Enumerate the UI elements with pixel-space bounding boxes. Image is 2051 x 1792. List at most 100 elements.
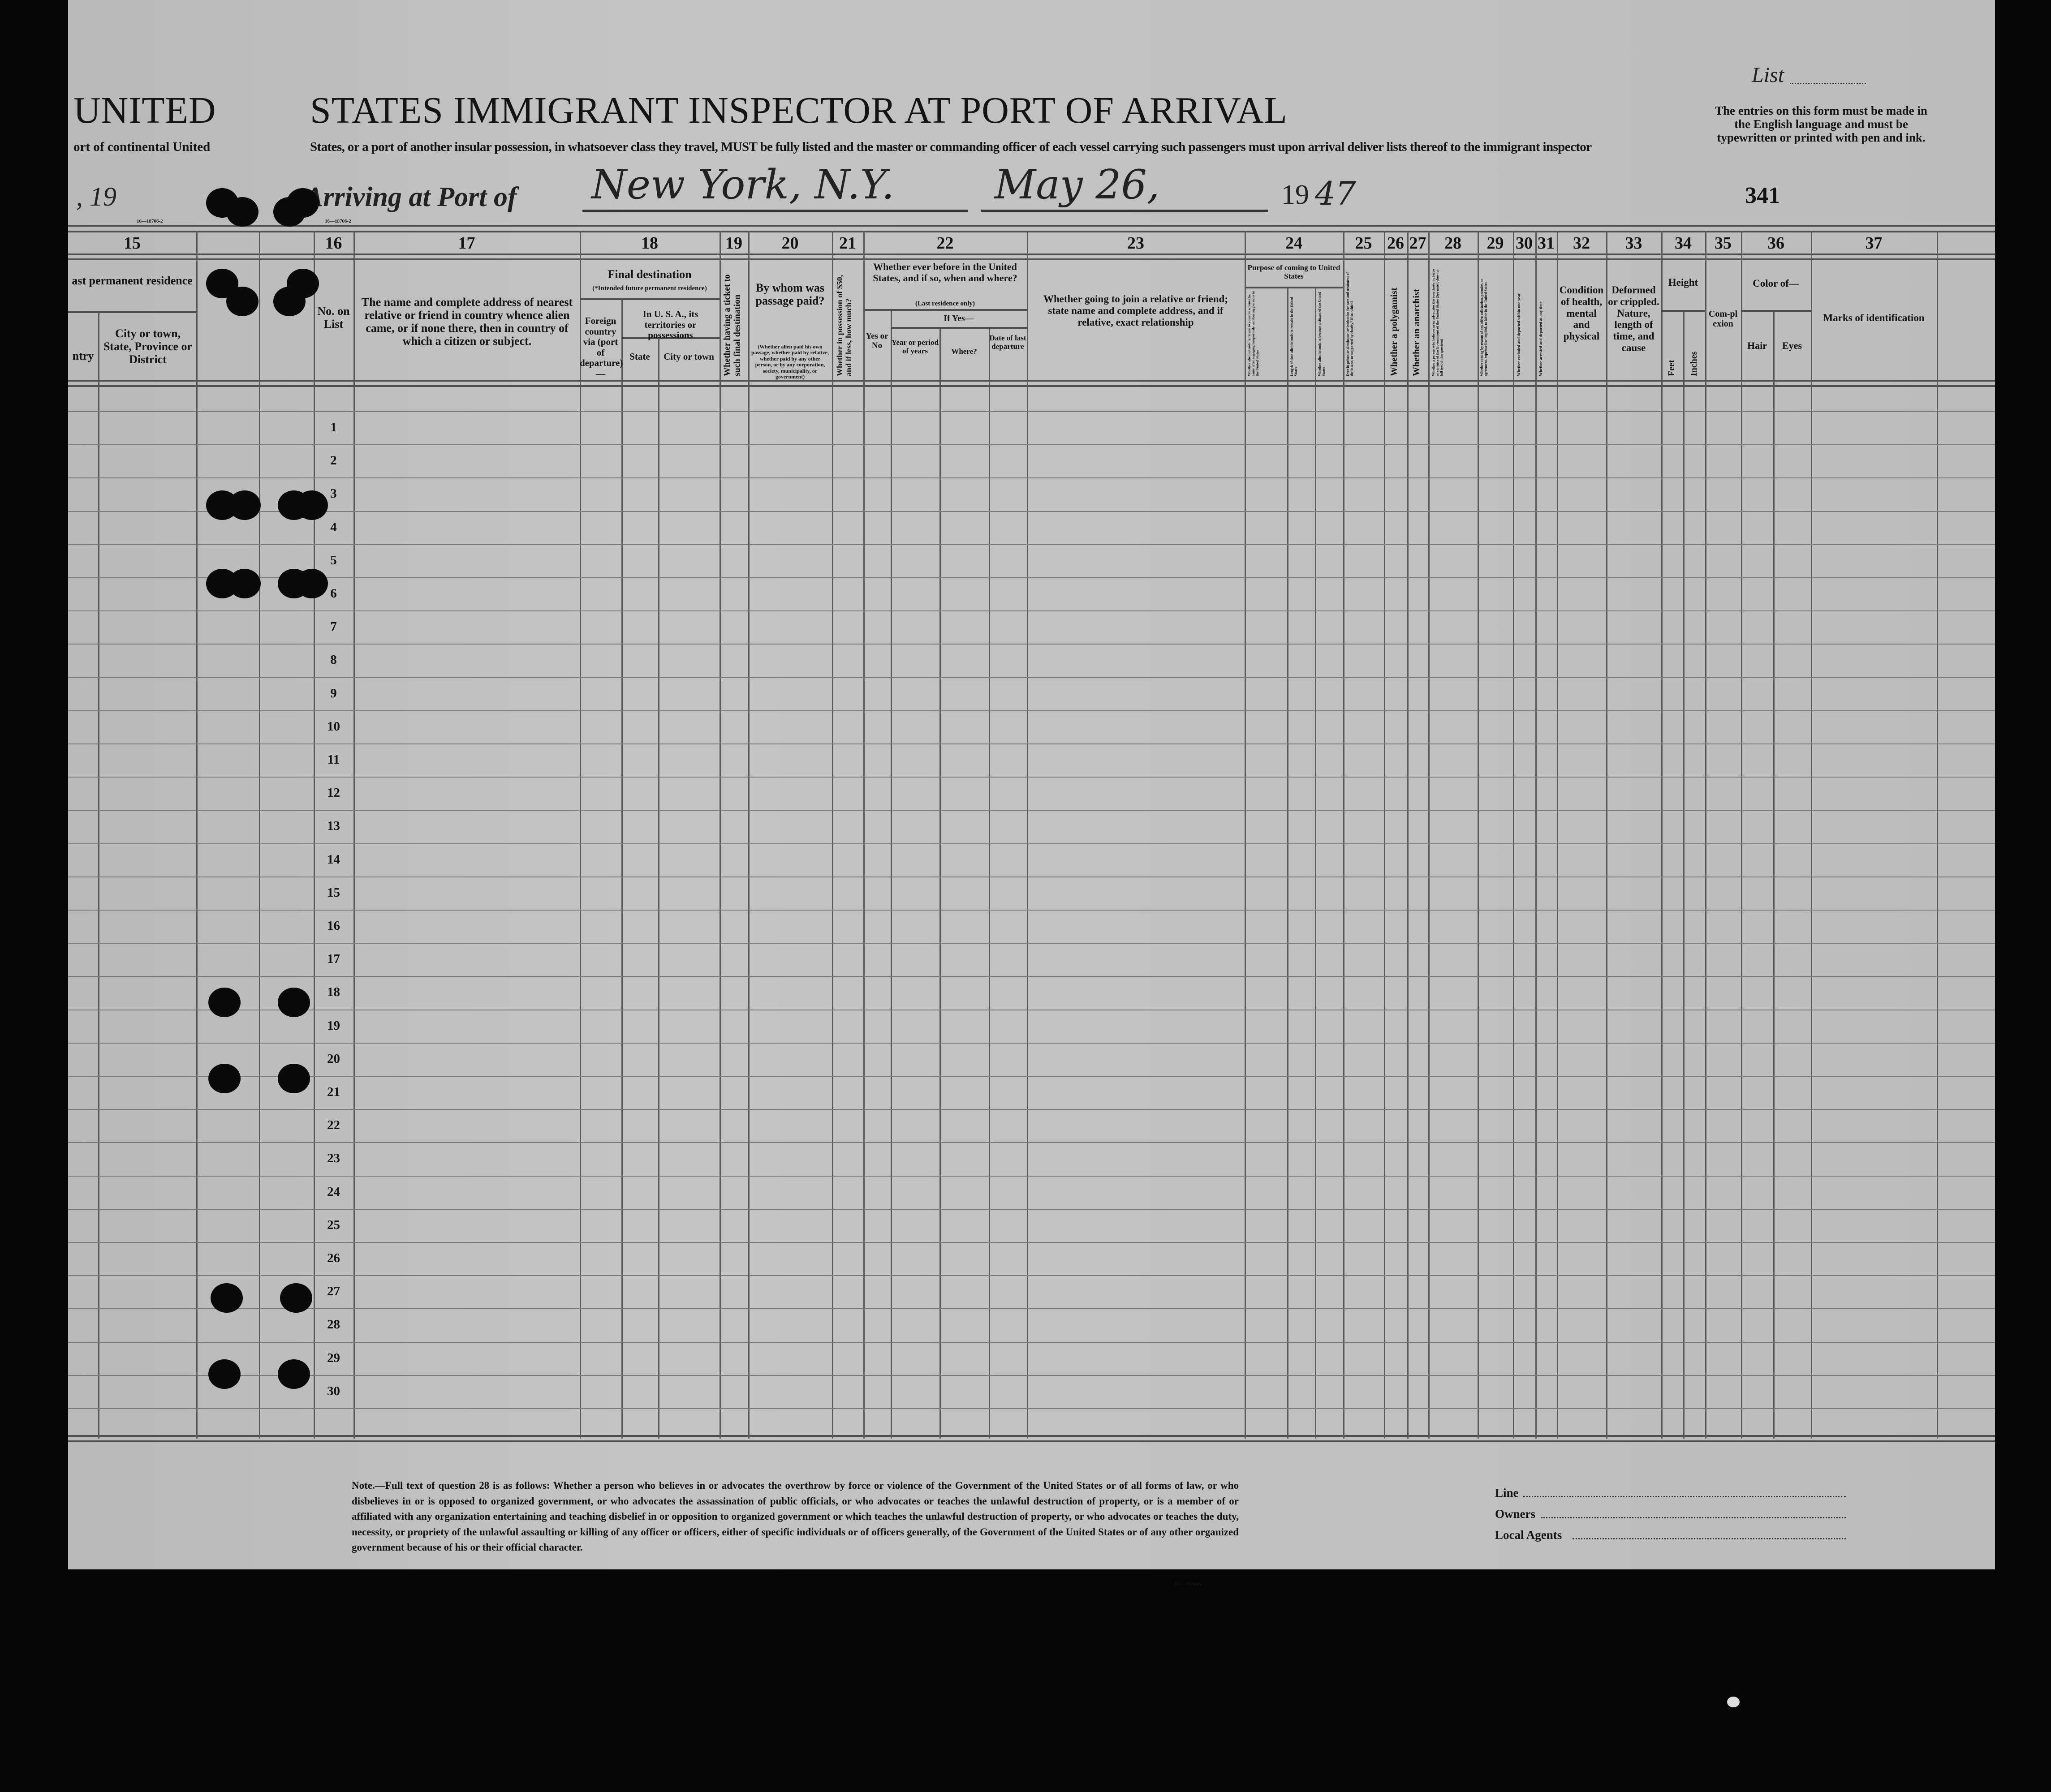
- col-28-number: 28: [1444, 234, 1461, 253]
- title-left-fragment: UNITED: [73, 90, 216, 131]
- port-handwritten: New York, N.Y.: [591, 161, 895, 208]
- rule-horizontal: [68, 1375, 1995, 1376]
- punch-hole: [296, 569, 328, 598]
- col-31-number: 31: [1538, 234, 1555, 253]
- col-15-group: ast permanent residence: [72, 274, 193, 287]
- row-number: 23: [327, 1151, 340, 1165]
- rule-horizontal: [68, 411, 1995, 412]
- col-22-date: Date of last departure: [989, 334, 1026, 351]
- local-agents-label: Local Agents: [1495, 1528, 1562, 1542]
- subtitle-left-fragment: ort of continental United: [73, 140, 211, 154]
- col-15-city: City or town, State, Province or Distric…: [103, 327, 193, 366]
- instructions: The entries on this form must be made in…: [1715, 104, 1927, 145]
- list-number: 341: [1745, 183, 1780, 208]
- rule-horizontal: [68, 511, 1995, 512]
- rule-horizontal: [68, 1142, 1995, 1143]
- rule-vertical: [1287, 287, 1288, 1439]
- row-number: 26: [327, 1251, 340, 1265]
- row-number: 2: [330, 453, 337, 468]
- form-number-left: 16—18706-2: [137, 219, 163, 224]
- punch-hole: [228, 569, 261, 598]
- punch-hole: [278, 1359, 310, 1389]
- list-blank: [1790, 83, 1866, 84]
- col-31-header: Whether arrested and deported at any tim…: [1538, 301, 1543, 376]
- row-number: 11: [327, 752, 340, 767]
- row-number: 15: [327, 885, 340, 900]
- rule-vertical: [580, 231, 581, 1439]
- col-16-number: 16: [325, 234, 342, 253]
- col-24-group: Purpose of coming to United States: [1247, 263, 1340, 281]
- col-22-note: (Last residence only): [915, 300, 975, 307]
- rule-vertical: [989, 327, 990, 1439]
- rule-vertical: [1245, 231, 1246, 1439]
- rule-horizontal: [68, 743, 1995, 744]
- col-17-number: 17: [458, 234, 475, 253]
- rule-horizontal: [68, 544, 1995, 545]
- year-handwritten: 47: [1315, 175, 1356, 212]
- row-number: 24: [327, 1185, 340, 1199]
- rule-vertical: [891, 309, 892, 1439]
- rule-horizontal: [891, 327, 1027, 329]
- col-18-number: 18: [641, 234, 658, 253]
- rule-horizontal: [1661, 310, 1705, 312]
- col-34-group: Height: [1668, 277, 1698, 288]
- col-15-country: ntry: [72, 349, 94, 362]
- rule-vertical: [1683, 310, 1685, 1439]
- rule-horizontal: [1245, 287, 1343, 288]
- rule-vertical: [720, 231, 721, 1439]
- row-number: 25: [327, 1218, 340, 1232]
- col-34-number: 34: [1675, 234, 1692, 253]
- rule-horizontal: [68, 1076, 1995, 1077]
- col-35-number: 35: [1715, 234, 1732, 253]
- col-15-number: 15: [124, 234, 141, 253]
- line-blank: [1523, 1496, 1846, 1497]
- row-number: 14: [327, 852, 340, 867]
- subtitle: States, or a port of another insular pos…: [310, 140, 1592, 154]
- rule-horizontal: [68, 843, 1995, 844]
- rule-horizontal: [68, 1209, 1995, 1210]
- rule-horizontal: [68, 254, 1995, 255]
- rule-horizontal: [68, 644, 1995, 645]
- row-number: 20: [327, 1052, 340, 1066]
- rule-horizontal: [68, 810, 1995, 811]
- row-number: 18: [327, 985, 340, 999]
- punch-hole: [280, 1283, 312, 1313]
- col-30-header: Whether excluded and deported within one…: [1517, 293, 1521, 376]
- rule-horizontal: [68, 231, 1995, 232]
- row-number: 19: [327, 1018, 340, 1033]
- col-20-number: 20: [781, 234, 799, 253]
- col-22-yes-no: Yes or No: [866, 331, 888, 351]
- rule-horizontal: [68, 258, 1995, 260]
- scan-speck: [1727, 1697, 1740, 1707]
- col-22-group: Whether ever before in the United States…: [873, 261, 1017, 284]
- rule-horizontal: [1741, 310, 1811, 312]
- rule-horizontal: [68, 1308, 1995, 1309]
- col-27-number: 27: [1409, 234, 1426, 253]
- col-20-header: By whom was passage paid?: [755, 281, 825, 308]
- rule-horizontal: [68, 610, 1995, 611]
- row-number: 6: [330, 586, 337, 601]
- col-24-return: Whether alien intends to return to count…: [1247, 291, 1259, 376]
- manifest-page: [68, 0, 1995, 1569]
- col-30-number: 30: [1516, 234, 1533, 253]
- date-line: [981, 210, 1268, 212]
- col-26-header: Whether a polygamist: [1388, 288, 1399, 376]
- col-18-state: State: [629, 351, 650, 362]
- col-23-header: Whether going to join a relative or frie…: [1043, 293, 1228, 328]
- col-33-header: Deformed or crippled. Nature, length of …: [1608, 284, 1659, 353]
- col-25-number: 25: [1355, 234, 1372, 253]
- rule-vertical: [1661, 231, 1663, 1439]
- punch-hole: [226, 197, 259, 227]
- owners-blank: [1541, 1517, 1846, 1518]
- rule-vertical: [1606, 231, 1607, 1439]
- col-37-number: 37: [1865, 234, 1883, 253]
- rule-vertical: [314, 231, 315, 1439]
- rule-vertical: [1937, 231, 1938, 1439]
- row-number: 13: [327, 819, 340, 833]
- rule-horizontal: [68, 444, 1995, 445]
- port-line: [582, 210, 968, 212]
- rule-horizontal: [68, 677, 1995, 678]
- col-22-number: 22: [936, 234, 954, 253]
- rule-vertical: [1741, 231, 1742, 1439]
- col-20-note: (Whether alien paid his own passage, whe…: [751, 344, 829, 380]
